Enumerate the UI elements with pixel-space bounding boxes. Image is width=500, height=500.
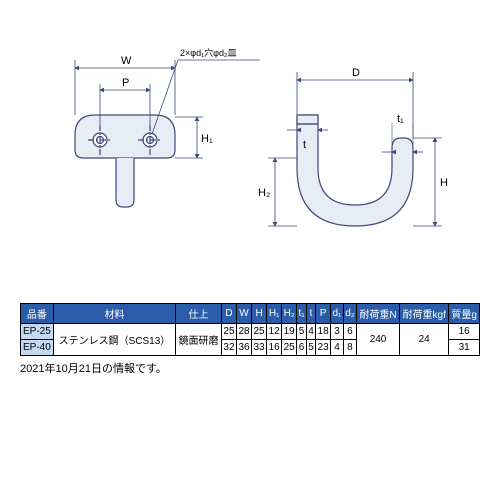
- svg-text:t₁: t₁: [397, 113, 404, 125]
- svg-text:W: W: [121, 55, 132, 67]
- col-t: t: [306, 304, 315, 324]
- cell: 3: [331, 324, 344, 340]
- technical-drawing: W P 2×φd₁穴φd₂皿 H₁: [0, 0, 500, 290]
- col-D: D: [221, 304, 236, 324]
- footnote-text: 2021年10月21日の情報です。: [20, 360, 167, 376]
- cell: 25: [221, 324, 236, 340]
- cell: 32: [221, 340, 236, 356]
- cell: 4: [331, 340, 344, 356]
- svg-text:D: D: [352, 67, 360, 79]
- cell: 4: [306, 324, 315, 340]
- col-W: W: [237, 304, 252, 324]
- col-pn: 品番: [21, 304, 54, 324]
- col-d2: d₂: [343, 304, 356, 324]
- svg-text:H₁: H₁: [201, 133, 213, 145]
- svg-text:t: t: [303, 139, 306, 151]
- cell: 28: [237, 324, 252, 340]
- col-material: 材料: [53, 304, 175, 324]
- cell: 5: [297, 324, 307, 340]
- col-finish: 仕上: [176, 304, 222, 324]
- cell: 19: [282, 324, 297, 340]
- col-P: P: [316, 304, 331, 324]
- col-H: H: [252, 304, 267, 324]
- svg-text:P: P: [122, 77, 129, 89]
- cell: 31: [449, 340, 480, 356]
- svg-text:2×φd₁穴φd₂皿: 2×φd₁穴φd₂皿: [180, 47, 236, 58]
- table-row: EP-25 ステンレス鋼（SCS13） 鏡面研磨 25 28 25 12 19 …: [21, 324, 480, 340]
- cell: 8: [343, 340, 356, 356]
- col-mass: 質量g: [449, 304, 480, 324]
- cell: 12: [267, 324, 282, 340]
- cell: 33: [252, 340, 267, 356]
- col-H1: H₁: [267, 304, 282, 324]
- col-loadN: 耐荷重N: [357, 304, 400, 324]
- col-t1: t₁: [297, 304, 307, 324]
- col-H2: H₂: [282, 304, 297, 324]
- cell: 6: [343, 324, 356, 340]
- svg-text:H₂: H₂: [258, 187, 270, 199]
- cell: 16: [267, 340, 282, 356]
- cell: 36: [237, 340, 252, 356]
- table-header-row: 品番 材料 仕上 D W H H₁ H₂ t₁ t P d₁ d₂ 耐荷重N 耐…: [21, 304, 480, 324]
- svg-text:H: H: [440, 177, 448, 189]
- cell: 25: [282, 340, 297, 356]
- cell-loadKgf: 24: [399, 324, 448, 356]
- cell: 23: [316, 340, 331, 356]
- cell-material: ステンレス鋼（SCS13）: [53, 324, 175, 356]
- cell: 16: [449, 324, 480, 340]
- cell-loadN: 240: [357, 324, 400, 356]
- cell: 18: [316, 324, 331, 340]
- cell-pn: EP-40: [21, 340, 54, 356]
- cell-finish: 鏡面研磨: [176, 324, 222, 356]
- col-d1: d₁: [331, 304, 344, 324]
- cell: 25: [252, 324, 267, 340]
- spec-table: 品番 材料 仕上 D W H H₁ H₂ t₁ t P d₁ d₂ 耐荷重N 耐…: [20, 303, 480, 356]
- cell: 5: [306, 340, 315, 356]
- col-loadKgf: 耐荷重kgf: [399, 304, 448, 324]
- cell-pn: EP-25: [21, 324, 54, 340]
- cell: 6: [297, 340, 307, 356]
